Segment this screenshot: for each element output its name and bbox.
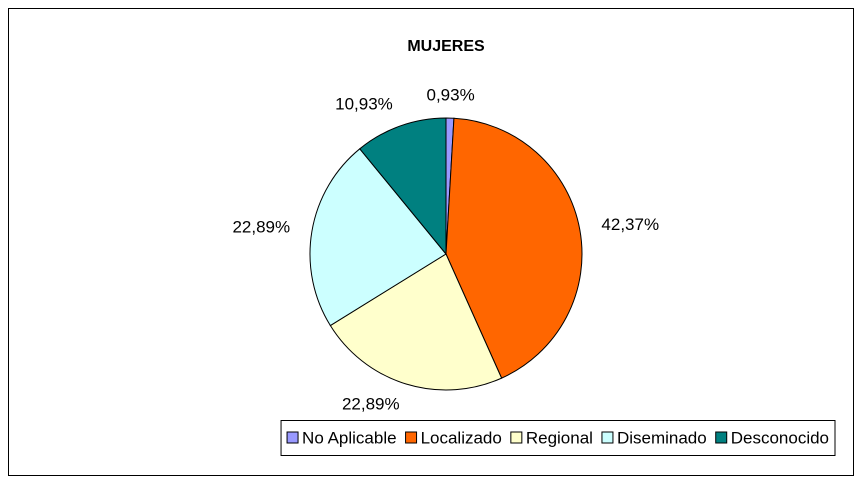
legend-label: Localizado xyxy=(421,428,502,447)
legend: No Aplicable Localizado Regional Diseminado… xyxy=(286,428,829,447)
pie-slice xyxy=(309,148,447,327)
data-label: 10,93% xyxy=(335,95,393,114)
legend-box xyxy=(280,420,836,456)
legend-swatch xyxy=(405,431,418,444)
chart-title: MUJERES xyxy=(407,38,485,55)
legend-label: Regional xyxy=(526,428,593,447)
pie-slice xyxy=(445,117,583,379)
legend-swatch xyxy=(601,431,614,444)
data-label: 42,37% xyxy=(601,215,659,234)
data-label: 0,93% xyxy=(427,86,475,105)
data-label: 22,89% xyxy=(342,395,400,414)
legend-swatch xyxy=(510,431,523,444)
legend-swatch xyxy=(286,431,299,444)
legend-swatch xyxy=(715,431,728,444)
legend-label: Desconocido xyxy=(731,428,829,447)
legend-label: No Aplicable xyxy=(302,428,397,447)
pie-slice xyxy=(359,117,447,256)
data-label: 22,89% xyxy=(232,218,290,237)
legend-label: Diseminado xyxy=(617,428,707,447)
pie-slice xyxy=(329,253,503,391)
